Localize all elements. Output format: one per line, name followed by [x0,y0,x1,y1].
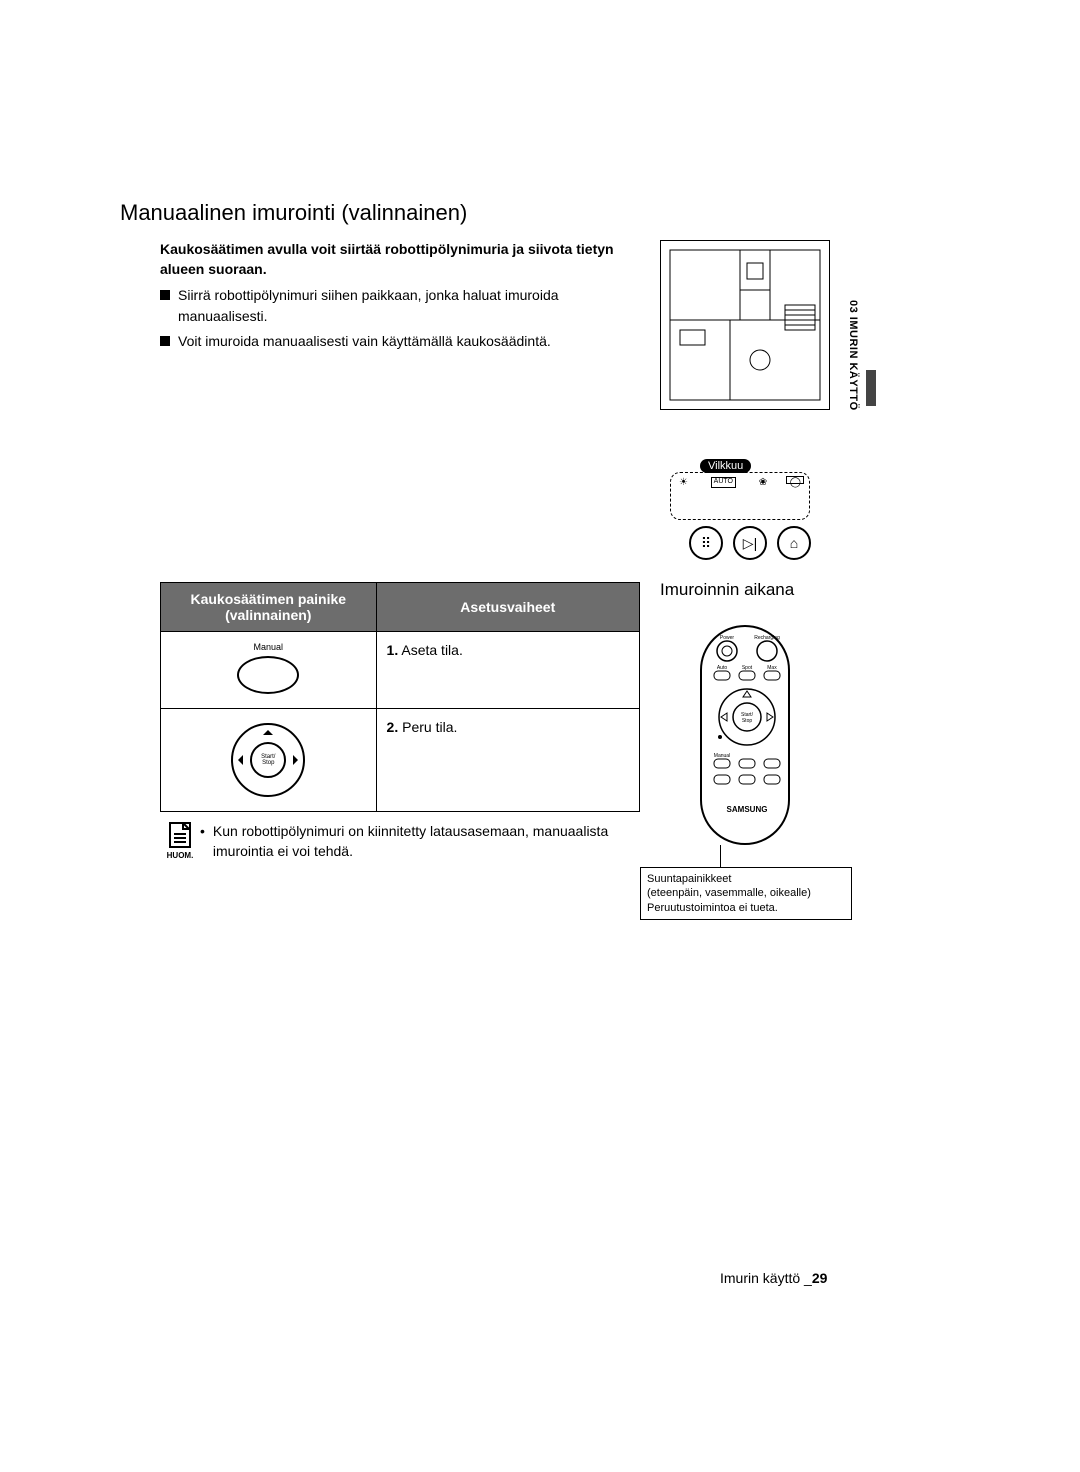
step-text: Aseta tila. [401,642,462,658]
floorplan-illustration [660,240,830,410]
svg-text:Spot: Spot [742,665,753,671]
during-heading: Imuroinnin aikana [660,580,794,600]
intro-block: Kaukosäätimen avulla voit siirtää robott… [160,240,640,352]
note-text: Kun robottipölynimuri on kiinnitetty lat… [213,822,640,861]
svg-text:Auto: Auto [717,665,728,671]
note-bullet-icon: • [200,822,205,861]
remote-dpad-icon: Start/ Stop [231,723,305,797]
caption-box: Suuntapainikkeet (eteenpäin, vasemmalle,… [640,867,852,920]
power-label: Power [720,635,735,641]
callout-line [720,845,721,867]
note-block: HUOM. • Kun robottipölynimuri on kiinnit… [160,822,640,861]
bullet-item: Siirrä robottipölynimuri siihen paikkaan… [160,285,640,327]
table-head-left: Kaukosäätimen painike (valinnainen) [161,583,377,632]
section-title: Manuaalinen imurointi (valinnainen) [120,200,860,226]
side-tab-marker [866,370,876,406]
page-number: 29 [812,1270,828,1286]
table-row: 1. Aseta tila. [376,632,639,709]
device-display-illustration: Vilkkuu ☀ AUTO ❀ ◯ ⠿ ▷| ⌂ [670,466,830,560]
footer-text: Imurin käyttö _ [720,1270,812,1286]
svg-text:Manual: Manual [714,753,730,759]
brand-label: SAMSUNG [727,805,768,814]
display-circle-icon: ⠿ [689,526,723,560]
step-number: 2. [387,719,399,735]
display-circle-icon: ▷| [733,526,767,560]
bullet-text: Siirrä robottipölynimuri siihen paikkaan… [178,285,640,327]
table-head-left-l1: Kaukosäätimen painike [190,591,346,607]
remote-manual-button-icon [237,656,299,694]
step-text: Peru tila. [402,719,457,735]
bullet-item: Voit imuroida manuaalisesti vain käyttäm… [160,331,640,352]
bullet-marker-icon [160,290,170,300]
svg-text:Max: Max [767,665,777,671]
battery-icon [786,476,804,484]
caption-line: (eteenpäin, vasemmalle, oikealle) [647,886,845,900]
svg-text:Stop: Stop [742,718,753,724]
bullet-marker-icon [160,336,170,346]
table-head-left-l2: (valinnainen) [225,607,311,623]
bullet-text: Voit imuroida manuaalisesti vain käyttäm… [178,331,551,352]
side-tab-text: 03 IMURIN KÄYTTÖ [847,300,859,411]
note-label: HUOM. [167,851,194,860]
table-row: 2. Peru tila. [376,709,639,812]
intro-bold: Kaukosäätimen avulla voit siirtää robott… [160,240,640,279]
display-circle-icon: ⌂ [777,526,811,560]
auto-icon: AUTO [711,477,736,488]
recharging-label: Recharging [754,635,780,641]
step-number: 1. [387,642,399,658]
table-head-right: Asetusvaiheet [376,583,639,632]
modes-table: Kaukosäätimen painike (valinnainen) Aset… [160,582,640,812]
manual-button-label: Manual [171,642,366,652]
blink-badge: Vilkkuu [700,459,751,473]
chapter-side-tab: 03 IMURIN KÄYTTÖ [842,300,864,450]
table-row: Start/ Stop [161,709,377,812]
table-row: Manual [161,632,377,709]
caption-line: Peruutustoimintoa ei tueta. [647,901,845,915]
page-footer: Imurin käyttö _29 [720,1270,827,1286]
caption-line: Suuntapainikkeet [647,872,845,886]
note-icon: HUOM. [160,822,200,861]
remote-illustration: Power Recharging Auto Spot Max Start/ St… [700,625,790,845]
